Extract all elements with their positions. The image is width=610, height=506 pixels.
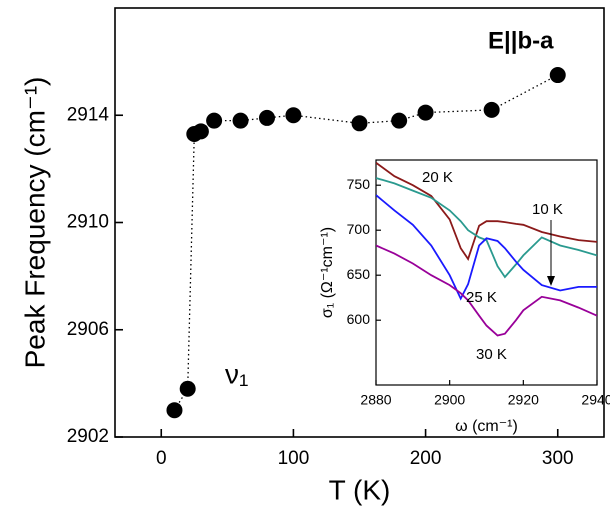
- x-tick-label: 200: [410, 448, 442, 469]
- annotation: ν₁: [225, 358, 248, 389]
- y-axis-label: σ₁ (Ω⁻¹cm⁻¹): [319, 227, 336, 318]
- plot-frame: [375, 159, 598, 386]
- data-point: [192, 123, 209, 140]
- annotation: E||b-a: [488, 27, 554, 54]
- x-tick-label: 2920: [508, 392, 539, 408]
- series-label: 30 K: [476, 346, 507, 363]
- y-tick-label: 650: [347, 266, 371, 282]
- y-tick-label: 2902: [67, 426, 109, 447]
- series-line: [376, 177, 597, 279]
- data-point: [549, 67, 566, 84]
- x-tick-label: 100: [278, 448, 310, 469]
- y-tick-label: 2914: [67, 104, 110, 125]
- y-tick-label: 750: [347, 176, 371, 192]
- data-point: [417, 104, 434, 121]
- x-axis-label: ω (cm⁻¹): [455, 418, 518, 435]
- x-tick-label: 2880: [360, 392, 391, 408]
- arrow-head: [547, 276, 555, 286]
- x-tick-label: 300: [542, 448, 574, 469]
- y-tick-label: 700: [347, 221, 371, 237]
- x-axis-label: T (K): [329, 474, 391, 505]
- series-label: 25 K: [466, 289, 497, 306]
- data-point: [258, 109, 275, 126]
- x-tick-label: 0: [156, 448, 167, 469]
- x-tick-label: 2940: [581, 392, 610, 408]
- series-label: 20 K: [422, 169, 453, 186]
- data-point: [206, 112, 223, 129]
- series-label: 10 K: [532, 201, 563, 218]
- series-line: [376, 244, 597, 337]
- data-point: [232, 112, 249, 129]
- y-tick-label: 2906: [67, 319, 109, 340]
- x-tick-label: 2900: [434, 392, 465, 408]
- y-tick-label: 2910: [67, 212, 109, 233]
- data-point: [166, 402, 183, 419]
- series-group: [376, 161, 597, 337]
- data-point: [179, 380, 196, 397]
- series-line: [376, 194, 597, 301]
- series-line: [376, 161, 597, 262]
- data-point: [351, 115, 368, 132]
- y-tick-label: 600: [347, 311, 371, 327]
- data-point: [483, 101, 500, 118]
- data-point: [285, 107, 302, 124]
- y-axis-label: Peak Frequency (cm⁻¹): [19, 77, 50, 369]
- data-point: [391, 112, 408, 129]
